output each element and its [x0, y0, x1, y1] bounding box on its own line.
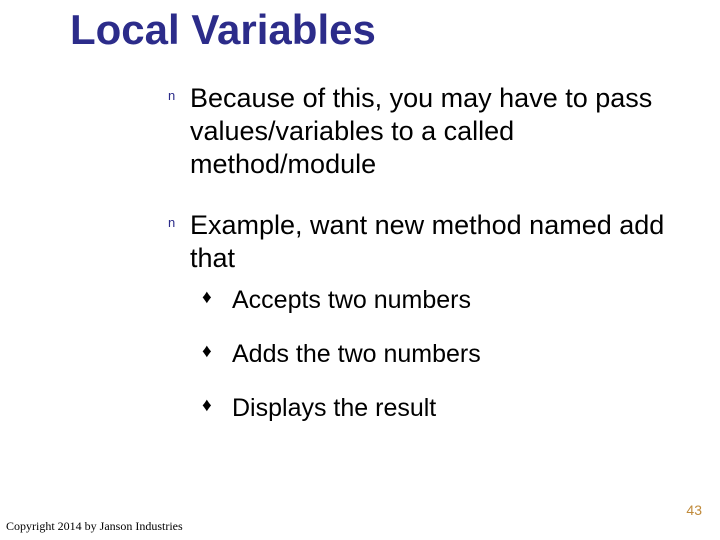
bullet-item: n Example, want new method named add tha…	[190, 209, 700, 423]
content-area: n Because of this, you may have to pass …	[190, 82, 700, 451]
bullet-marker-icon: n	[168, 215, 175, 231]
bullet-text: Example, want new method named add that	[190, 210, 664, 273]
sub-bullet-item: ♦ Adds the two numbers	[190, 339, 700, 369]
sub-bullet-item: ♦ Displays the result	[190, 393, 700, 423]
slide: Local Variables n Because of this, you m…	[0, 0, 720, 540]
sub-bullet-text: Adds the two numbers	[232, 340, 481, 368]
diamond-icon: ♦	[202, 395, 212, 418]
page-number: 43	[686, 502, 702, 518]
sub-bullet-text: Accepts two numbers	[232, 286, 471, 314]
sub-bullet-list: ♦ Accepts two numbers ♦ Adds the two num…	[190, 285, 700, 423]
bullet-item: n Because of this, you may have to pass …	[190, 82, 700, 181]
sub-bullet-item: ♦ Accepts two numbers	[190, 285, 700, 315]
bullet-marker-icon: n	[168, 88, 175, 104]
sub-bullet-text: Displays the result	[232, 394, 436, 422]
slide-title: Local Variables	[70, 6, 376, 54]
bullet-text: Because of this, you may have to pass va…	[190, 83, 652, 179]
diamond-icon: ♦	[202, 341, 212, 364]
copyright-text: Copyright 2014 by Janson Industries	[6, 519, 183, 534]
diamond-icon: ♦	[202, 287, 212, 310]
